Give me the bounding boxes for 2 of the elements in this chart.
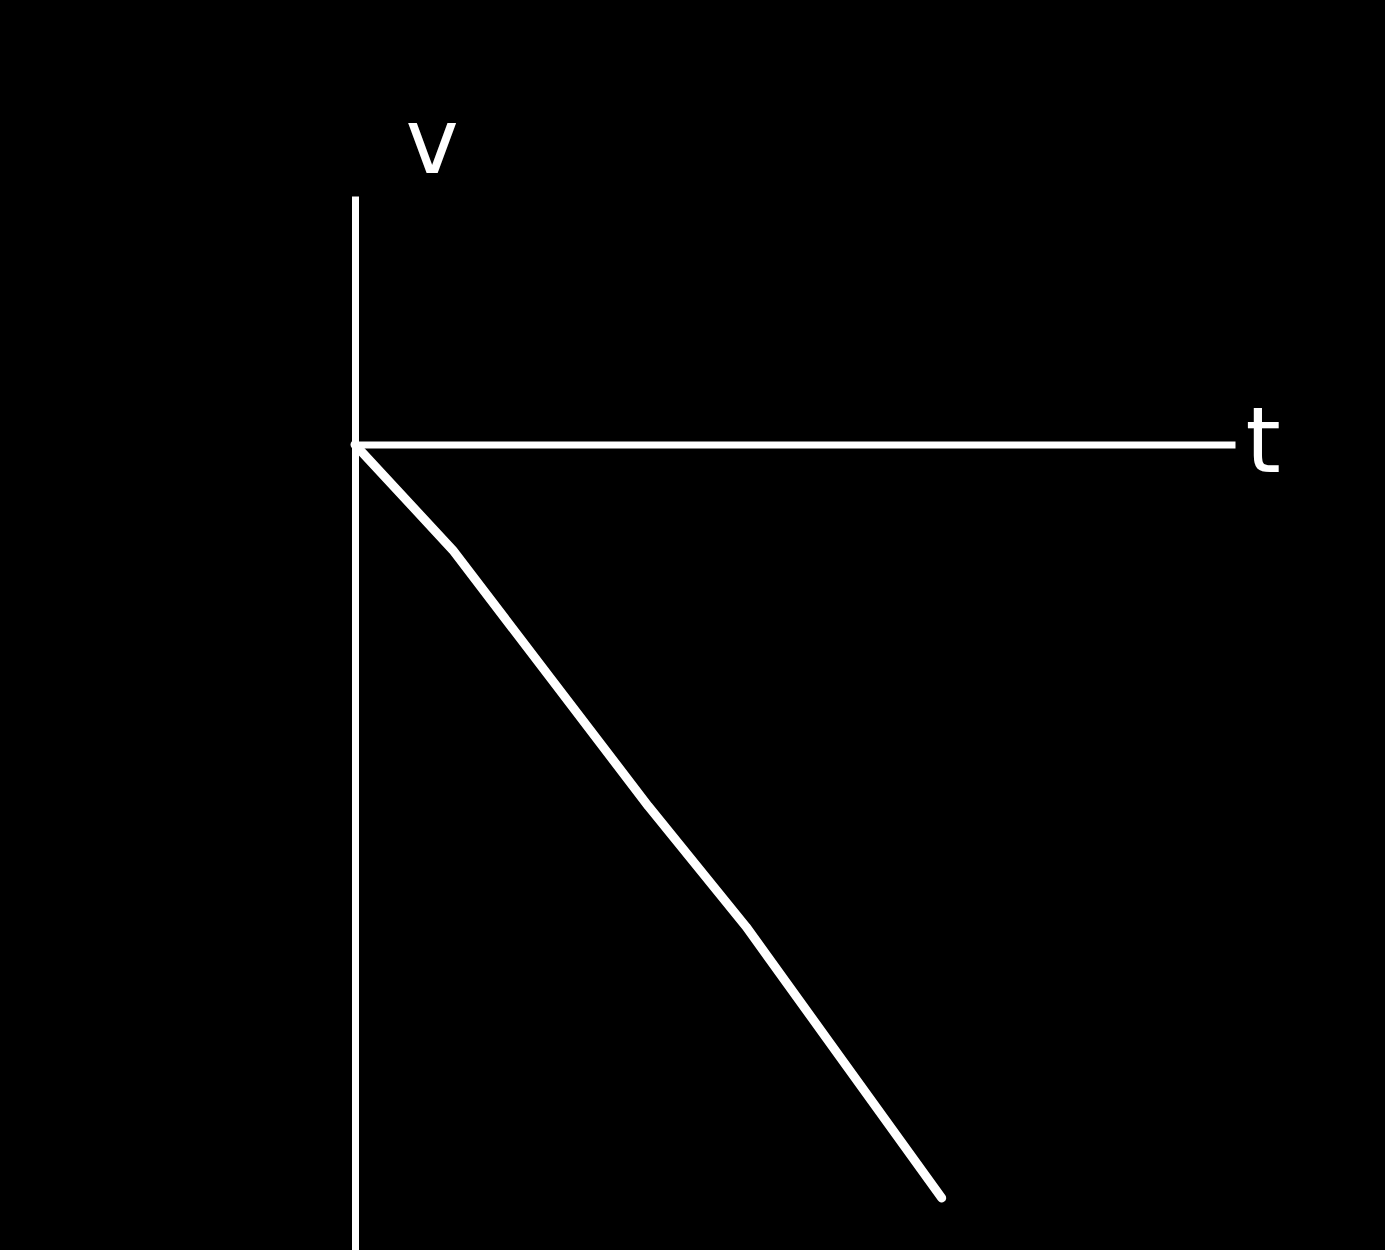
x-axis-title: t [1245,388,1281,494]
y-axis-title: v [405,88,459,194]
